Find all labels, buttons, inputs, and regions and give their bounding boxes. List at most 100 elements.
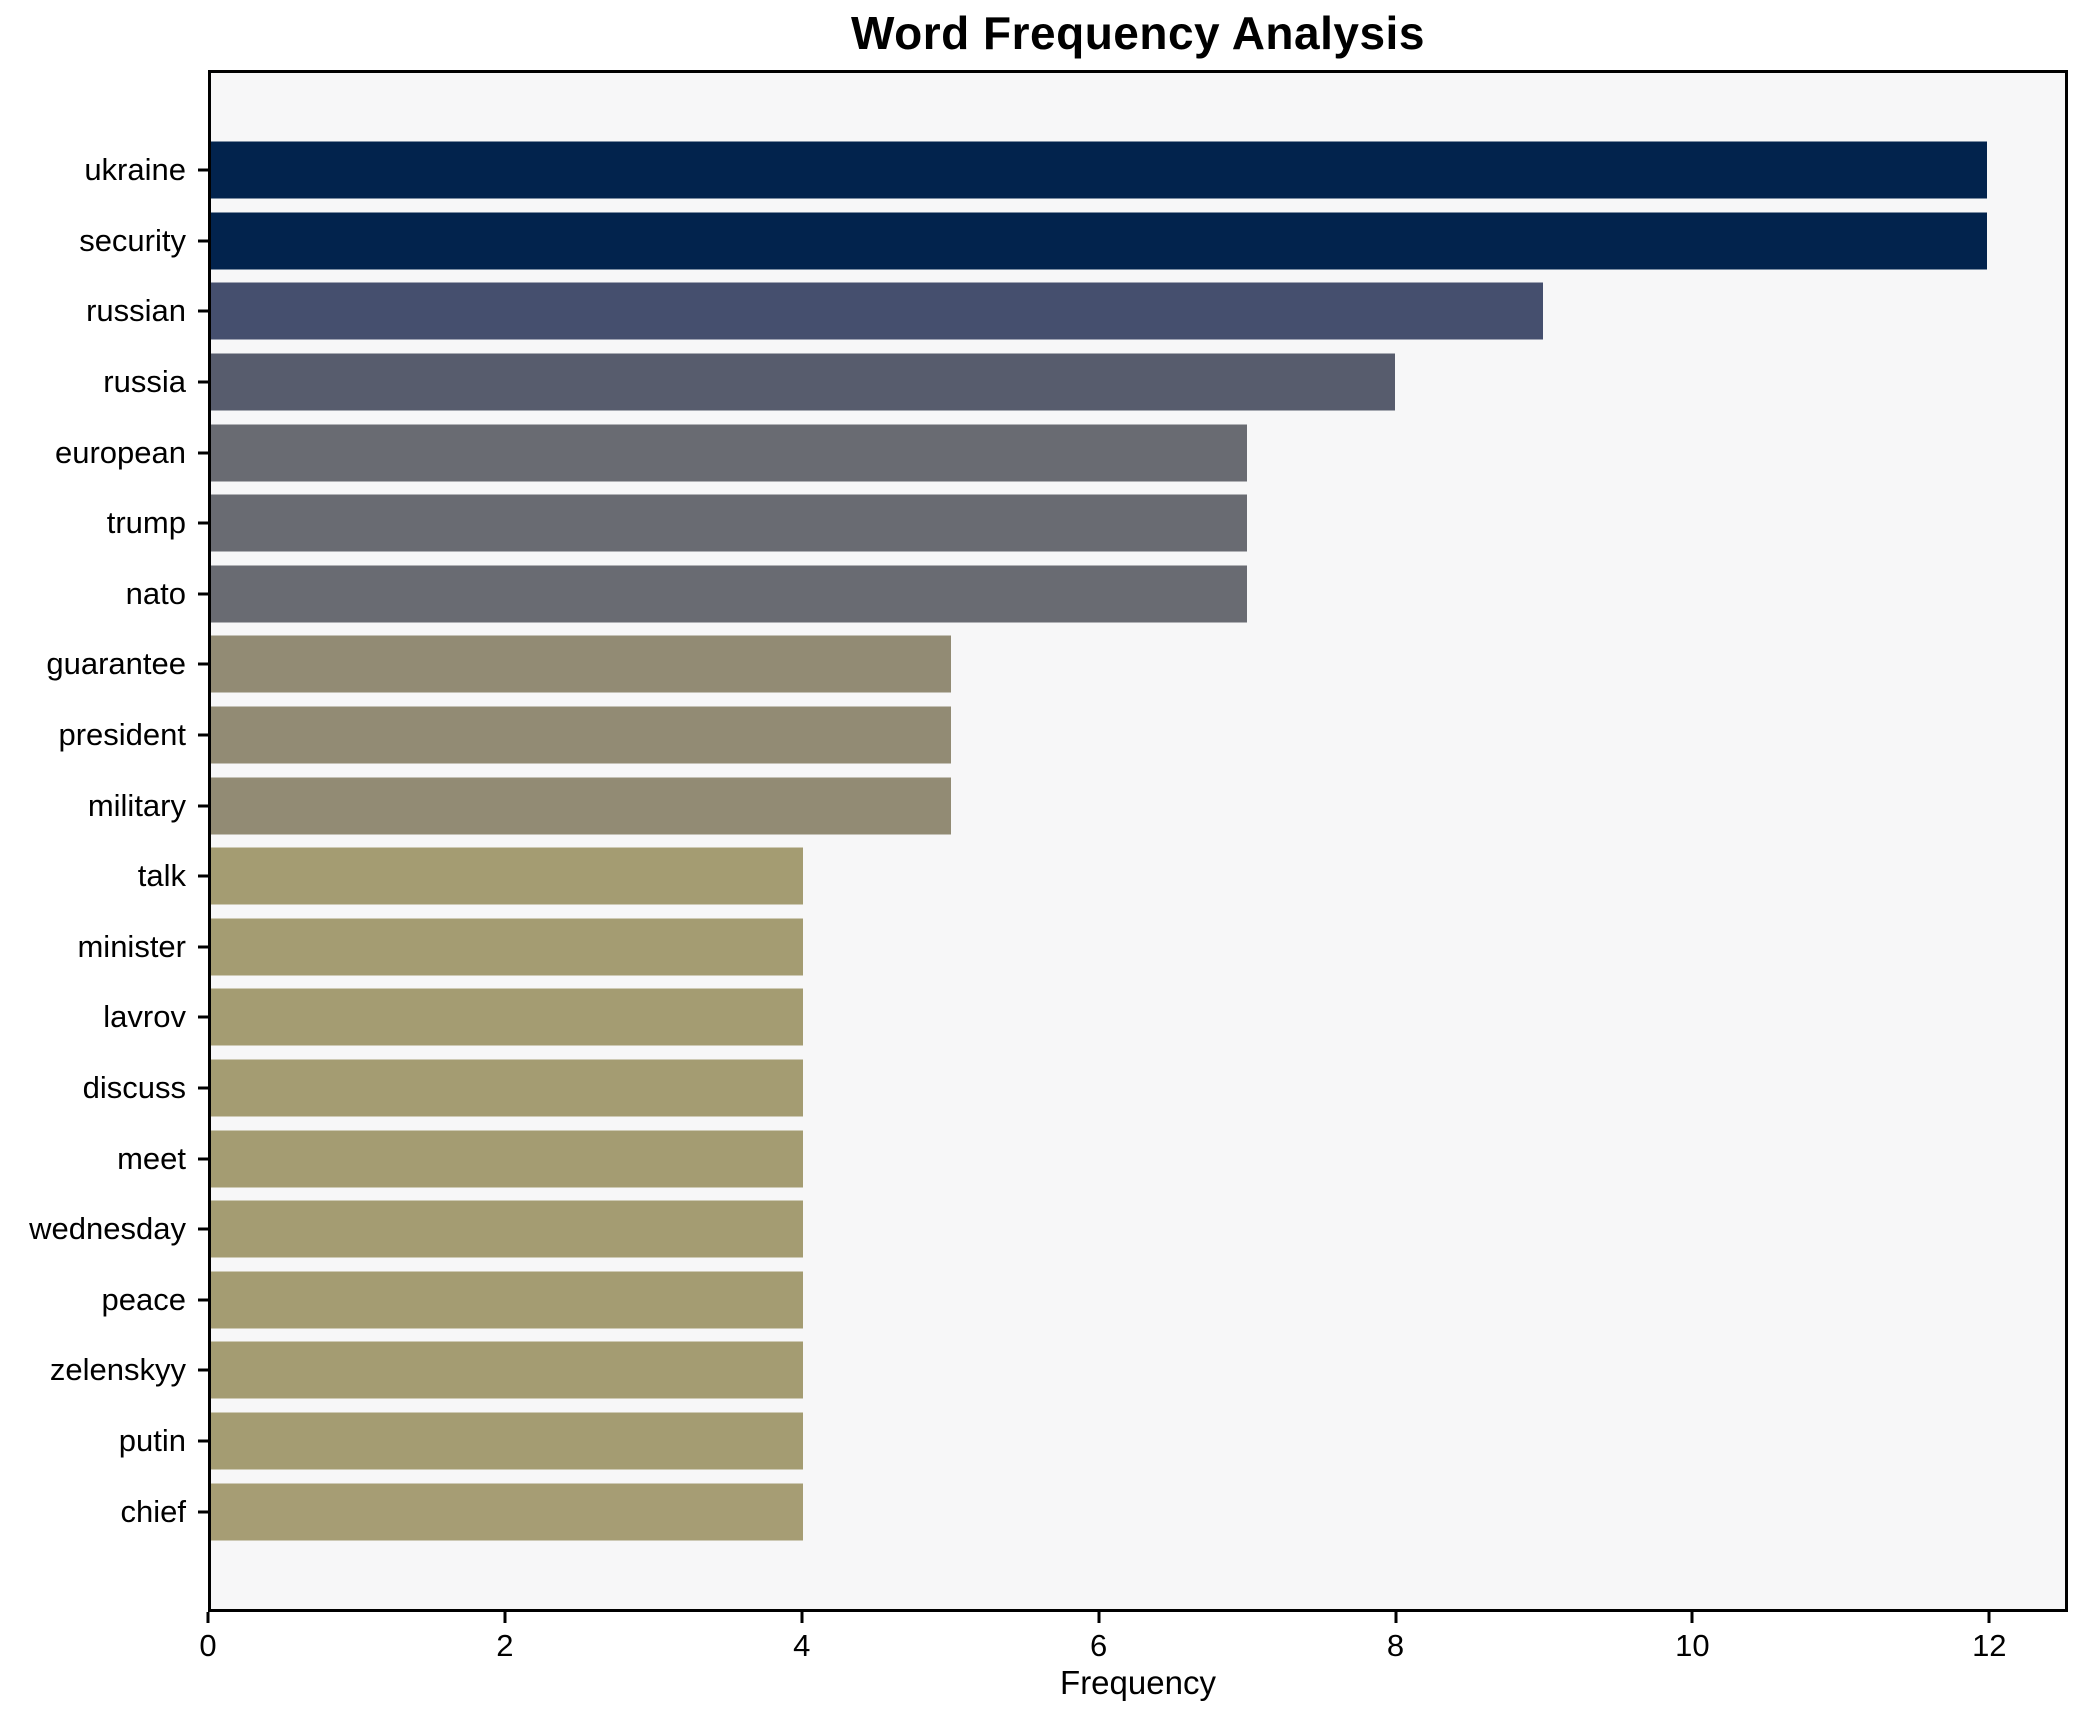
x-tick-label: 0 [199,1628,217,1663]
y-tick-label-peace: peace [101,1281,186,1317]
y-tick-mark [198,380,211,384]
y-tick-mark [198,309,211,313]
bar-meet [211,1130,803,1188]
bar-row-european: european [55,417,2065,488]
x-tick-label: 12 [1972,1628,2007,1663]
x-tick-label: 8 [1386,1628,1405,1663]
y-tick-label-discuss: discuss [82,1070,186,1106]
chart-title: Word Frequency Analysis [851,7,1425,59]
bar-guarantee [211,635,951,693]
y-tick-label-nato: nato [125,575,186,611]
bar-row-meet: meet [117,1123,2065,1194]
bar-row-russia: russia [103,347,2065,418]
y-tick-mark [198,804,211,808]
bar-row-ukraine: ukraine [84,135,2065,206]
bar-row-talk: talk [138,841,2065,912]
plot-area: ukraine security russian russia european trum… [29,70,2068,1612]
plot-rows: ukraine security russian russia european trum… [29,135,2065,1547]
y-tick-mark [198,592,211,596]
x-tick-label: 4 [793,1628,811,1663]
bar-row-discuss: discuss [83,1053,2065,1124]
bar-row-minister: minister [77,912,2065,983]
bar-row-nato: nato [126,559,2065,630]
y-tick-mark [198,1015,211,1019]
bar-row-lavrov: lavrov [103,982,2065,1053]
x-tick-mark [800,1612,804,1623]
y-tick-label-wednesday: wednesday [29,1211,186,1247]
y-tick-mark [198,733,211,737]
y-tick-mark [198,1510,211,1514]
y-tick-mark [198,662,211,666]
x-tick-label: 6 [1090,1628,1108,1663]
y-tick-mark [198,945,211,949]
y-tick-label-minister: minister [77,928,186,964]
bar-row-military: military [88,770,2065,841]
y-tick-label-zelenskyy: zelenskyy [49,1352,186,1388]
bar-minister [211,918,803,976]
bar-security [211,212,1987,270]
x-tick-label: 2 [496,1628,514,1663]
bar-wednesday [211,1200,803,1258]
bar-nato [211,565,1247,623]
y-tick-label-guarantee: guarantee [46,646,186,682]
bar-row-chief: chief [121,1476,2065,1547]
bar-peace [211,1271,803,1329]
x-axis-ticks: 0 2 4 6 8 10 12 [199,1612,2068,1672]
x-tick-mark [1097,1612,1101,1623]
x-tick-mark [1987,1612,1991,1623]
y-tick-label-russian: russian [86,293,186,329]
x-tick-mark [1690,1612,1694,1623]
y-tick-mark [198,1298,211,1302]
bar-row-peace: peace [102,1265,2065,1336]
bar-row-wednesday: wednesday [29,1194,2065,1265]
x-tick-mark [1394,1612,1398,1623]
y-tick-label-trump: trump [106,505,186,541]
bar-row-putin: putin [119,1406,2065,1477]
bar-row-trump: trump [107,488,2065,559]
y-tick-mark [198,239,211,243]
y-tick-mark [198,1227,211,1231]
y-tick-mark [198,874,211,878]
bar-chief [211,1483,803,1541]
bar-discuss [211,1059,803,1117]
y-tick-mark [198,1368,211,1372]
bar-row-russian: russian [86,276,2065,347]
x-tick-mark [503,1612,507,1623]
bar-zelenskyy [211,1341,803,1399]
y-tick-label-president: president [58,717,186,753]
y-tick-mark [198,1157,211,1161]
bar-european [211,424,1247,482]
y-tick-label-security: security [79,222,186,258]
bar-trump [211,494,1247,552]
bar-military [211,777,951,835]
bar-row-security: security [79,206,2065,277]
y-tick-label-putin: putin [118,1422,186,1458]
y-tick-label-military: military [87,787,186,823]
y-tick-mark [198,1439,211,1443]
bar-ukraine [211,141,1987,199]
y-tick-label-chief: chief [120,1493,186,1529]
bar-putin [211,1412,803,1470]
x-axis-label: Frequency [1060,1664,1216,1701]
y-tick-label-ukraine: ukraine [84,152,186,188]
bar-president [211,706,951,764]
bar-row-president: president [58,700,2065,771]
y-tick-mark [198,451,211,455]
y-tick-label-meet: meet [117,1140,186,1176]
y-tick-label-lavrov: lavrov [103,999,186,1035]
bar-russian [211,282,1543,340]
x-tick-label: 10 [1675,1628,1710,1663]
y-tick-label-talk: talk [137,858,186,894]
y-tick-label-european: european [54,434,186,470]
bar-talk [211,847,803,905]
bar-row-zelenskyy: zelenskyy [50,1335,2065,1406]
y-tick-mark [198,1086,211,1090]
y-tick-mark [198,168,211,172]
bar-lavrov [211,988,803,1046]
bar-row-guarantee: guarantee [46,629,2065,700]
x-tick-mark [206,1612,210,1623]
y-tick-label-russia: russia [103,364,186,400]
bar-russia [211,353,1395,411]
y-tick-mark [198,521,211,525]
